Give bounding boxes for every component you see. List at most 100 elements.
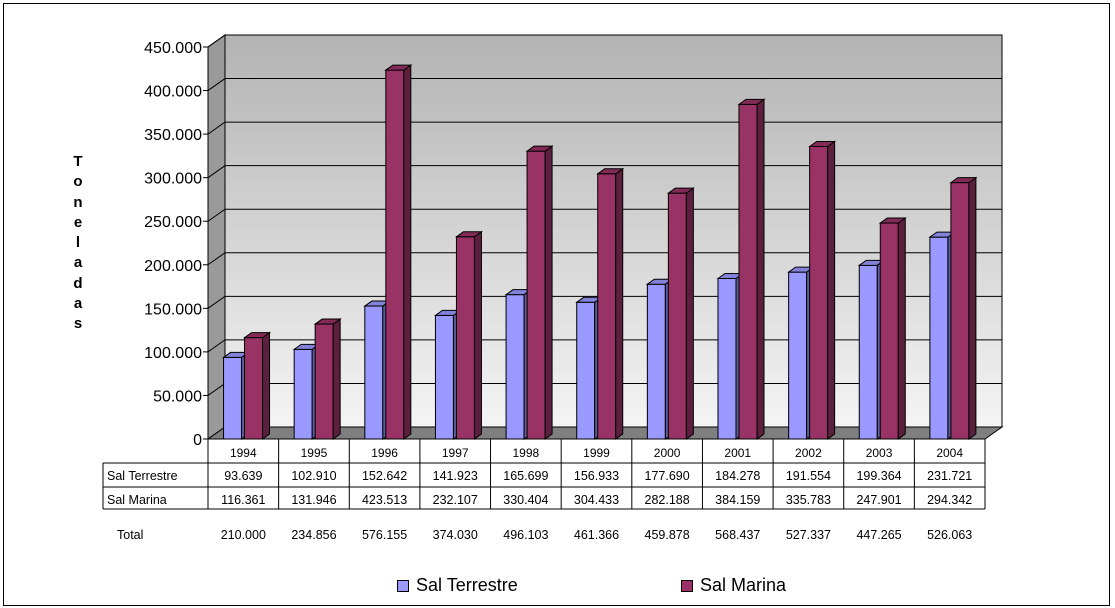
table-cell-value: 93.639 [224,469,262,483]
legend-swatch-sal-marina [681,579,693,592]
bar-front [879,222,899,440]
bar-side [473,230,482,440]
bar-top [596,168,625,175]
y-tick-label: 350.000 [144,127,202,144]
table-cell-value: 304.433 [574,493,619,507]
bar-side [262,331,271,440]
bar-side [615,167,624,440]
bar-front [244,337,264,440]
y-tick-label: 0 [193,432,202,449]
bar-front [667,192,687,440]
bar-sal-terrestre-2003 [857,259,886,440]
bar-side [968,176,977,440]
y-tick-label: 100.000 [144,345,202,362]
table-cell-value: 177.690 [645,469,690,483]
legend-item-sal-terrestre: Sal Terrestre [397,575,518,596]
x-category-label: 2004 [936,446,963,460]
table-cell-value: 116.361 [221,493,265,507]
x-category-label: 2001 [724,446,751,460]
legend-label-sal-marina: Sal Marina [700,575,787,595]
bar-front [788,271,808,440]
table-cell-value: 330.404 [503,493,548,507]
bars [221,64,978,440]
bar-sal-marina-1998 [525,145,554,440]
bar-front [929,236,949,440]
x-category-label: 1995 [301,446,328,460]
table-cell-value: 156.933 [574,469,619,483]
bar-sal-marina-1994 [242,331,272,440]
table-cell-value: 141.923 [433,469,478,483]
table-cell-value: 231.721 [927,469,972,483]
total-cell-value: 527.337 [786,528,831,542]
total-cell-value: 374.030 [433,528,478,542]
bar-top [384,64,413,71]
y-axis-title-letter: s [73,315,83,333]
bar-front [385,69,405,440]
table-cell-value: 102.910 [291,469,336,483]
total-cell-value: 526.063 [927,528,972,542]
bar-front [293,348,313,440]
y-axis-title-letter: o [73,173,83,191]
table-cell-value: 384.159 [715,493,760,507]
x-category-label: 1996 [371,446,398,460]
row-label-sal-terrestre: Sal Terrestre [107,469,178,483]
total-cell-value: 461.366 [574,528,619,542]
row-label-sal-marina: Sal Marina [107,493,167,507]
row-label-total: Total [117,528,143,542]
total-cell-value: 576.155 [362,528,407,542]
y-axis-title-letter: n [73,193,83,211]
legend: Sal Terrestre Sal Marina [0,575,1115,605]
bar-side [544,145,553,440]
x-category-label: 2000 [654,446,681,460]
bar-front [455,236,475,440]
bar-sal-marina-2003 [878,217,907,440]
y-tick-label: 150.000 [144,301,202,318]
legend-swatch-sal-terrestre [397,579,409,592]
y-axis-title-letter: T [73,153,83,170]
table-cell-value: 294.342 [927,493,972,507]
gridline [207,78,1002,91]
total-cell-value: 447.265 [856,528,901,542]
bar-sal-marina-1997 [454,230,484,440]
y-tick-label: 50.000 [153,388,202,405]
table-cell-value: 423.513 [362,493,407,507]
table-cell-value: 184.278 [715,469,760,483]
bar-top [808,140,837,147]
bar-side [685,187,694,440]
y-axis-title-letter: l [75,234,81,252]
x-category-label: 1999 [583,446,610,460]
bar-top [525,145,554,152]
bar-front [646,283,666,440]
gridline [207,34,1002,48]
bar-sal-marina-2002 [808,140,837,440]
bar-front [576,301,596,440]
table-cell-value: 232.107 [433,493,478,507]
bar-top [666,187,695,194]
bar-sal-marina-2004 [949,176,978,440]
bar-front [717,277,737,440]
y-tick-label: 400.000 [144,84,202,101]
table-cell-value: 282.188 [645,493,690,507]
x-category-label: 1994 [230,446,257,460]
bar-front [809,145,829,440]
bar-front [314,323,334,440]
total-cell-value: 568.437 [715,528,760,542]
y-tick-label: 450.000 [144,40,202,57]
bar-top [454,231,484,238]
legend-label-sal-terrestre: Sal Terrestre [416,575,518,595]
bar-sal-marina-1999 [596,167,625,440]
y-tick-label: 300.000 [144,171,202,188]
legend-item-sal-marina: Sal Marina [681,575,786,596]
bar-top [242,332,272,339]
x-category-label: 2003 [866,446,893,460]
bar-sal-marina-1995 [313,318,342,440]
y-axis-title-letter: a [73,254,83,272]
total-cell-value: 459.878 [645,528,690,542]
bar-front [223,356,243,440]
table-cell-value: 165.699 [503,469,548,483]
x-category-label: 2002 [795,446,822,460]
y-tick-label: 250.000 [144,214,202,231]
bar-sal-marina-1996 [384,64,413,440]
bar-side [897,217,906,440]
